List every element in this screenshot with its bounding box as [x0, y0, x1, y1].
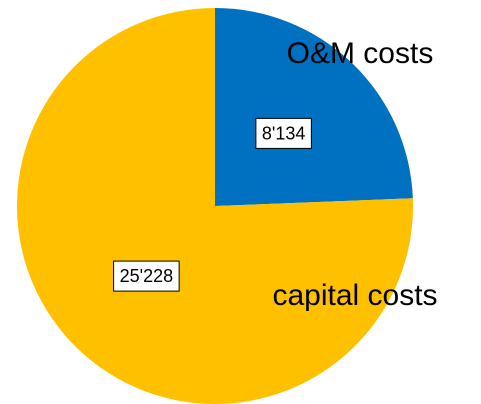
data-label: 25'228 — [113, 260, 180, 292]
pie-slice — [215, 8, 413, 206]
category-label: O&M costs — [287, 37, 434, 70]
category-label: capital costs — [272, 279, 437, 312]
data-label-box — [113, 260, 180, 292]
data-label-box — [255, 117, 312, 149]
pie-slice — [17, 8, 414, 404]
data-label: 8'134 — [255, 117, 312, 149]
data-label-text: 8'134 — [262, 123, 305, 143]
data-label-text: 25'228 — [120, 266, 174, 286]
